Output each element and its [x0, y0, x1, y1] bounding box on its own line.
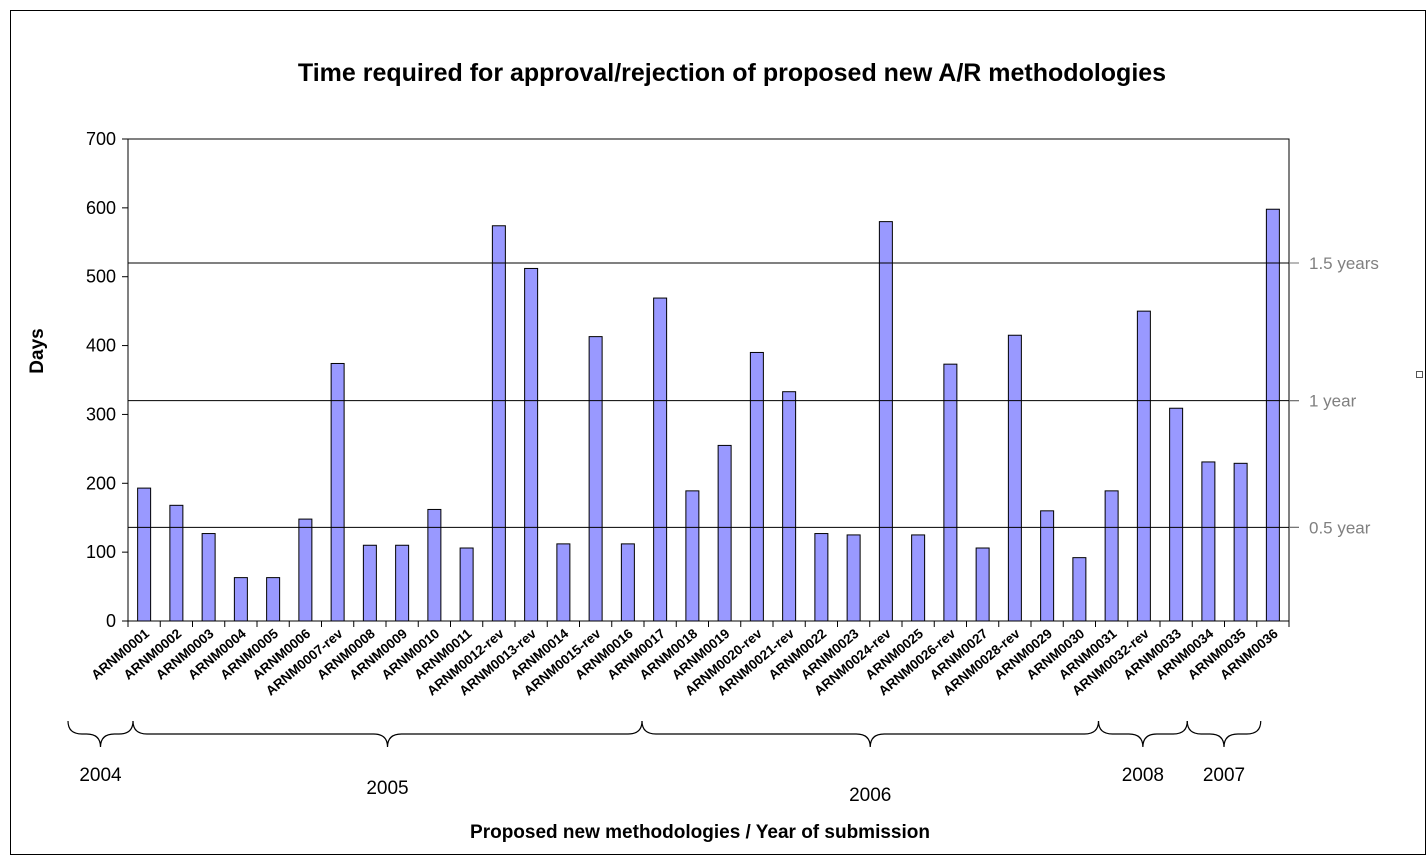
bar — [685, 490, 700, 622]
year-brace — [132, 720, 643, 748]
bar — [943, 363, 958, 622]
bar — [846, 534, 861, 622]
year-label: 2008 — [1122, 765, 1164, 786]
bar — [298, 518, 313, 622]
y-tick-label: 400 — [86, 336, 116, 356]
small-marker-icon — [1416, 371, 1423, 378]
bar — [459, 547, 474, 622]
bar — [1169, 407, 1184, 622]
bar — [1040, 510, 1055, 622]
bar — [330, 362, 345, 622]
bar — [717, 444, 732, 622]
chart-title: Time required for approval/rejection of … — [298, 59, 1166, 87]
y-axis-title: Days — [27, 328, 48, 373]
bar — [1007, 334, 1022, 622]
year-label: 2005 — [366, 778, 408, 799]
x-axis-title: Proposed new methodologies / Year of sub… — [470, 822, 930, 843]
bar — [1072, 557, 1087, 622]
bar — [362, 544, 377, 622]
y-tick-label: 500 — [86, 267, 116, 287]
bar — [1104, 490, 1119, 622]
bar — [266, 577, 281, 622]
year-label: 2007 — [1203, 765, 1245, 786]
bar — [491, 225, 506, 622]
y-tick-label: 700 — [86, 129, 116, 149]
y-tick-label: 100 — [86, 542, 116, 562]
y-tick-label: 200 — [86, 473, 116, 493]
bar — [653, 297, 668, 622]
y-tick-label: 600 — [86, 198, 116, 218]
y-tick-label: 0 — [106, 611, 116, 631]
year-brace — [641, 720, 1100, 748]
year-brace — [67, 720, 134, 748]
bar — [556, 543, 571, 622]
bar — [975, 547, 990, 622]
bar — [201, 533, 216, 622]
reference-line-label: 1.5 years — [1309, 254, 1379, 273]
bar — [524, 267, 539, 622]
year-label: 2004 — [79, 765, 122, 786]
bar — [169, 504, 184, 622]
bar — [911, 534, 926, 622]
chart-frame: Time required for approval/rejection of … — [10, 10, 1426, 855]
year-brace — [1186, 720, 1262, 748]
bar — [395, 544, 410, 622]
reference-line-label: 0.5 year — [1309, 518, 1371, 537]
bar — [620, 543, 635, 622]
bar — [233, 577, 248, 622]
year-label: 2006 — [849, 785, 891, 806]
bar — [782, 391, 797, 622]
bar — [1136, 310, 1151, 622]
bar — [137, 487, 152, 622]
bar — [1201, 461, 1216, 622]
bar — [814, 533, 829, 622]
year-brace — [1097, 720, 1188, 748]
bar — [427, 508, 442, 622]
bar — [1233, 462, 1248, 622]
reference-line-label: 1 year — [1309, 392, 1357, 411]
bar — [1265, 208, 1280, 622]
chart-svg: Time required for approval/rejection of … — [27, 59, 1379, 843]
bar — [588, 336, 603, 622]
y-tick-label: 300 — [86, 404, 116, 424]
bar — [749, 351, 764, 622]
plot-layer: 0 100 200 300 400 500 600 700 1.5 years 1 year 0.5… — [67, 129, 1379, 806]
bar — [878, 221, 893, 622]
